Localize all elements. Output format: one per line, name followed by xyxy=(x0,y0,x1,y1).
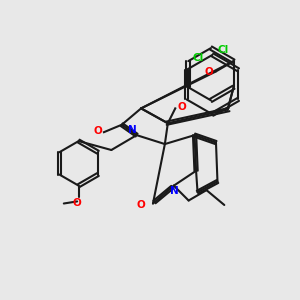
Text: O: O xyxy=(136,200,145,210)
Text: O: O xyxy=(205,67,214,76)
Text: N: N xyxy=(170,186,179,196)
Text: N: N xyxy=(128,125,136,135)
Text: O: O xyxy=(73,199,82,208)
Text: Cl: Cl xyxy=(217,45,228,56)
Text: Cl: Cl xyxy=(192,53,203,63)
Text: O: O xyxy=(177,102,186,112)
Text: O: O xyxy=(93,126,102,136)
